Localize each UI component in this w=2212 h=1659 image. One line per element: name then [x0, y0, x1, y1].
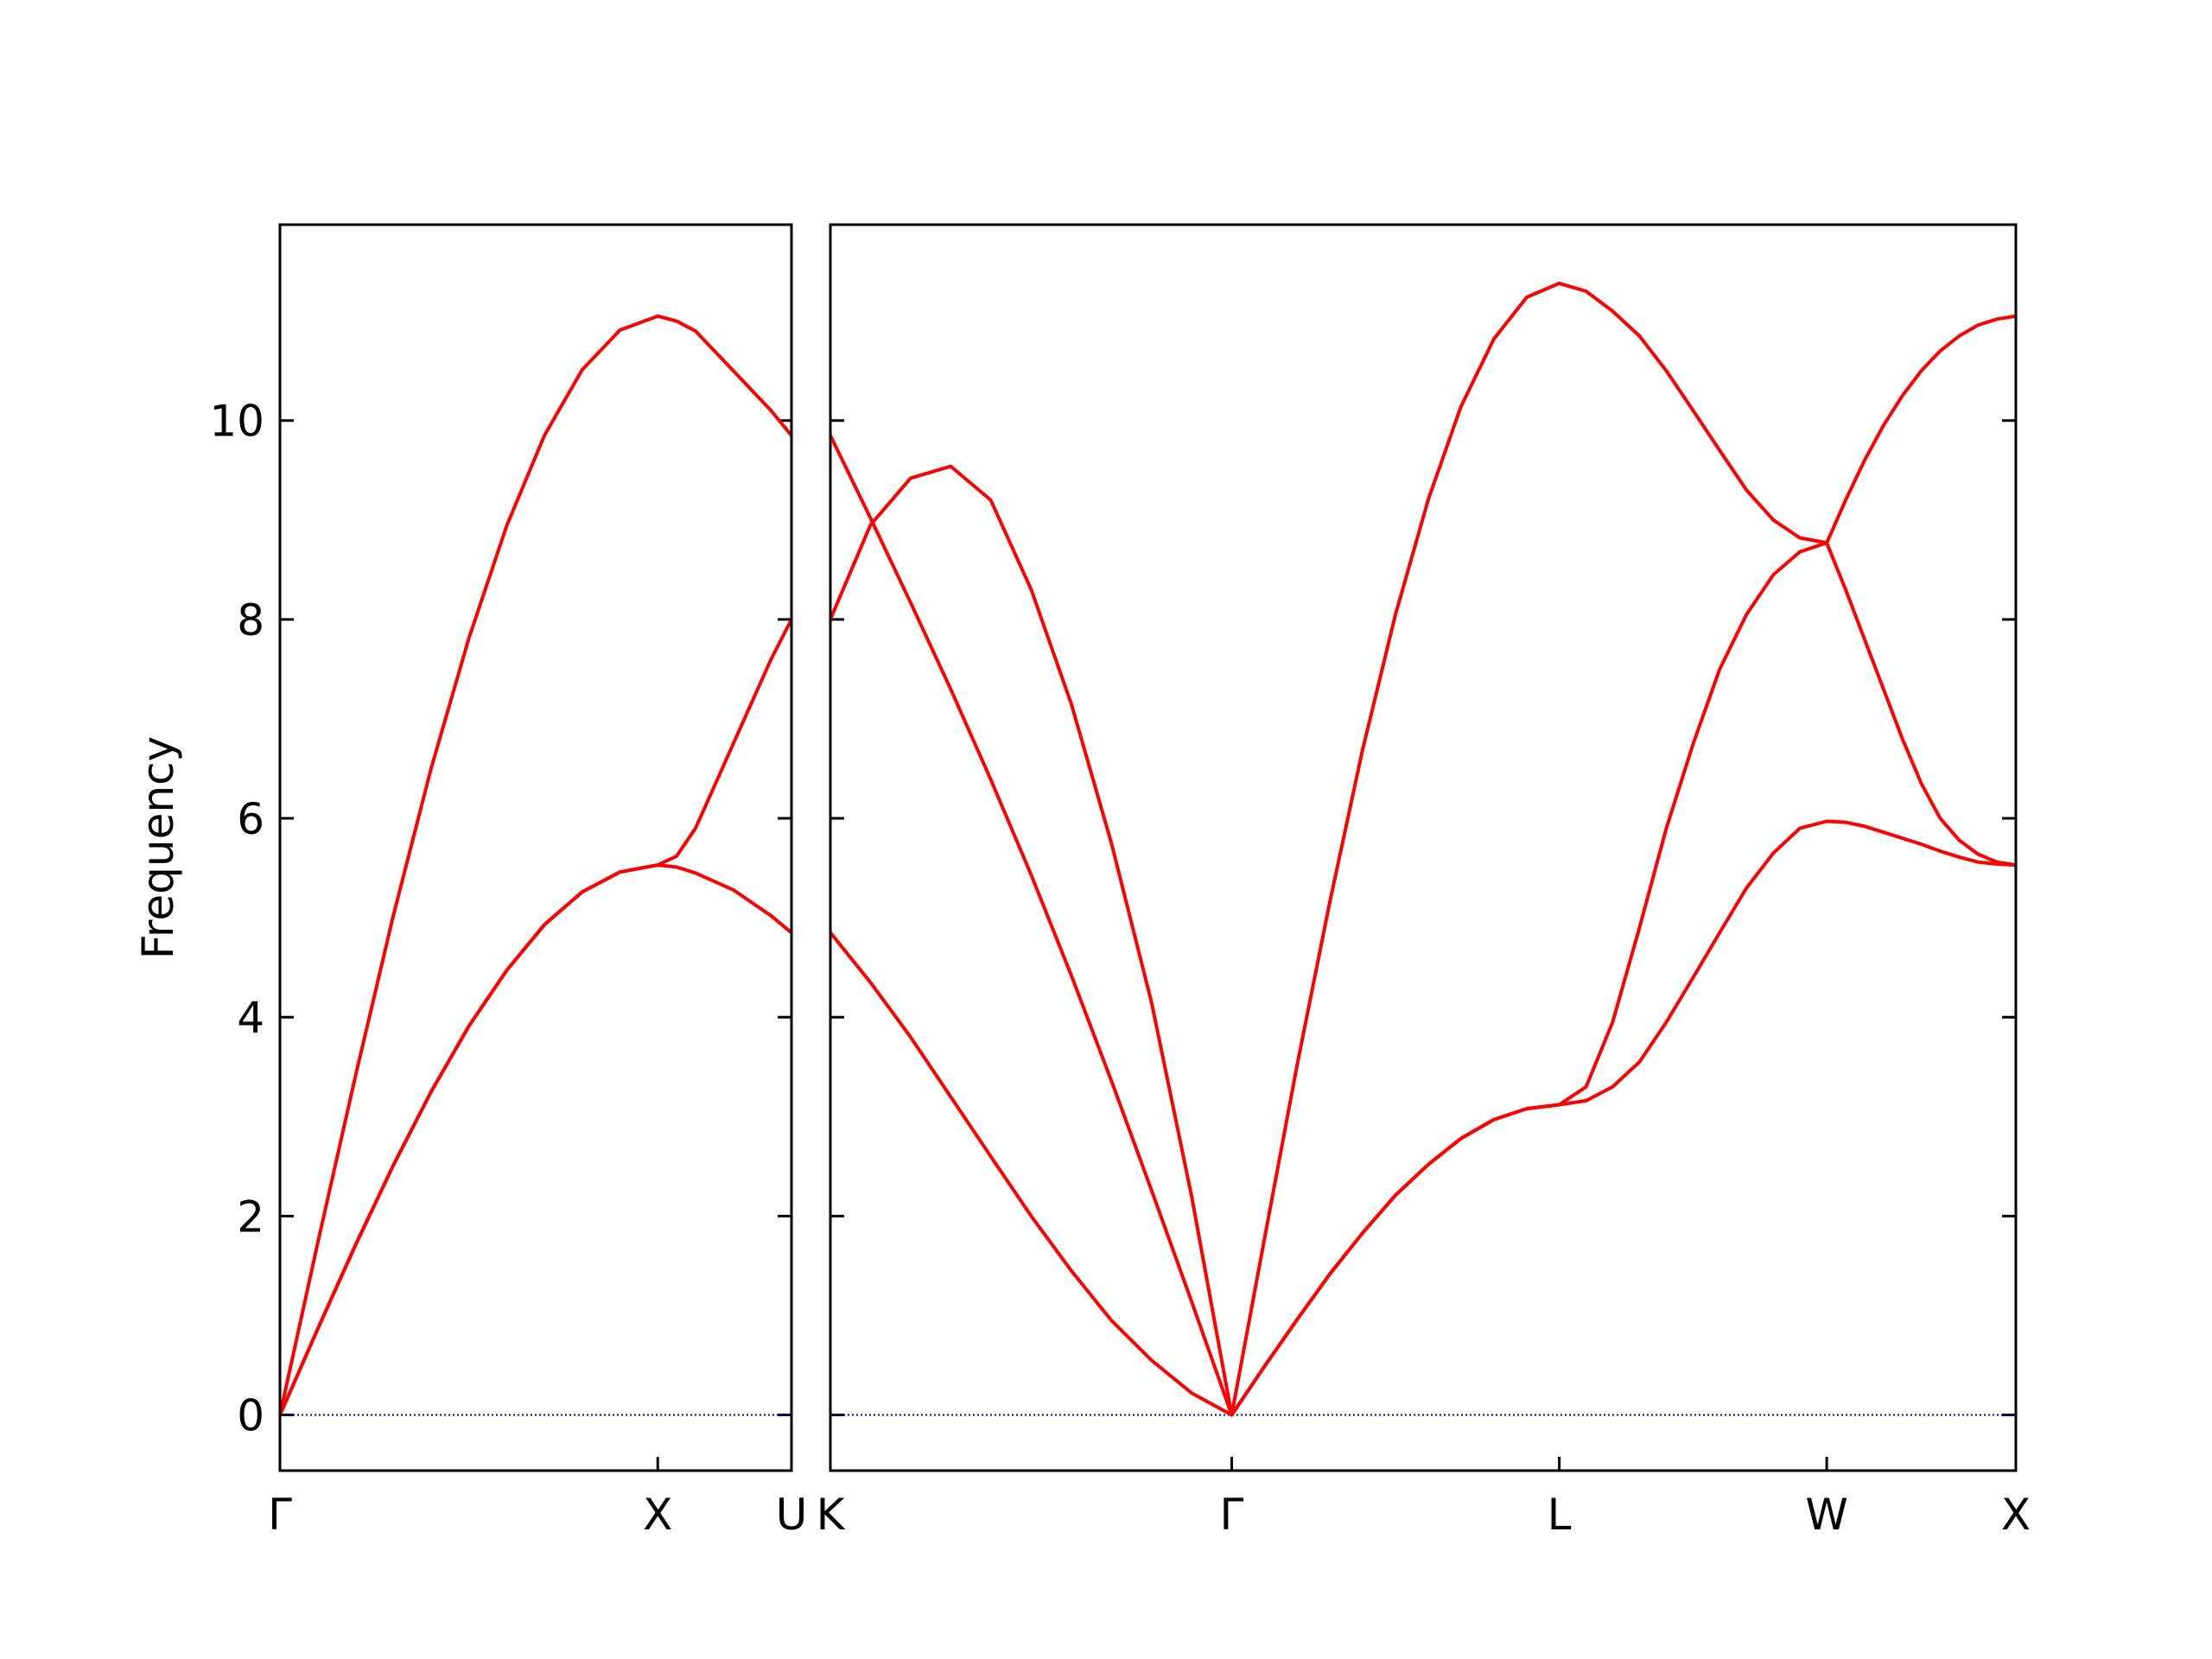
x-tick-label: K [817, 1490, 846, 1540]
band-line [829, 819, 2017, 1417]
x-tick-label: X [643, 1490, 672, 1540]
plot-frame [829, 223, 2018, 1472]
x-tick-label: X [2001, 1490, 2031, 1540]
y-tick-label: 2 [237, 1192, 264, 1242]
y-tick-label: 0 [237, 1391, 264, 1441]
x-tick-label: U [776, 1490, 808, 1540]
x-tick-label: Γ [1220, 1490, 1244, 1540]
y-tick-label: 8 [237, 595, 264, 645]
x-tick-label: L [1548, 1490, 1572, 1540]
band-line [278, 618, 793, 1416]
y-tick-label: 6 [237, 794, 264, 844]
band-line [829, 281, 2017, 1417]
plot-frame [278, 223, 793, 1472]
band-line [829, 435, 2017, 1417]
y-tick-label: 4 [237, 993, 264, 1043]
x-tick-label: W [1805, 1490, 1847, 1540]
band-line [278, 863, 793, 1416]
band-line [278, 314, 793, 1415]
x-tick-label: Γ [268, 1490, 292, 1540]
y-axis-label: Frequency [133, 736, 183, 959]
y-tick-label: 10 [209, 397, 264, 447]
